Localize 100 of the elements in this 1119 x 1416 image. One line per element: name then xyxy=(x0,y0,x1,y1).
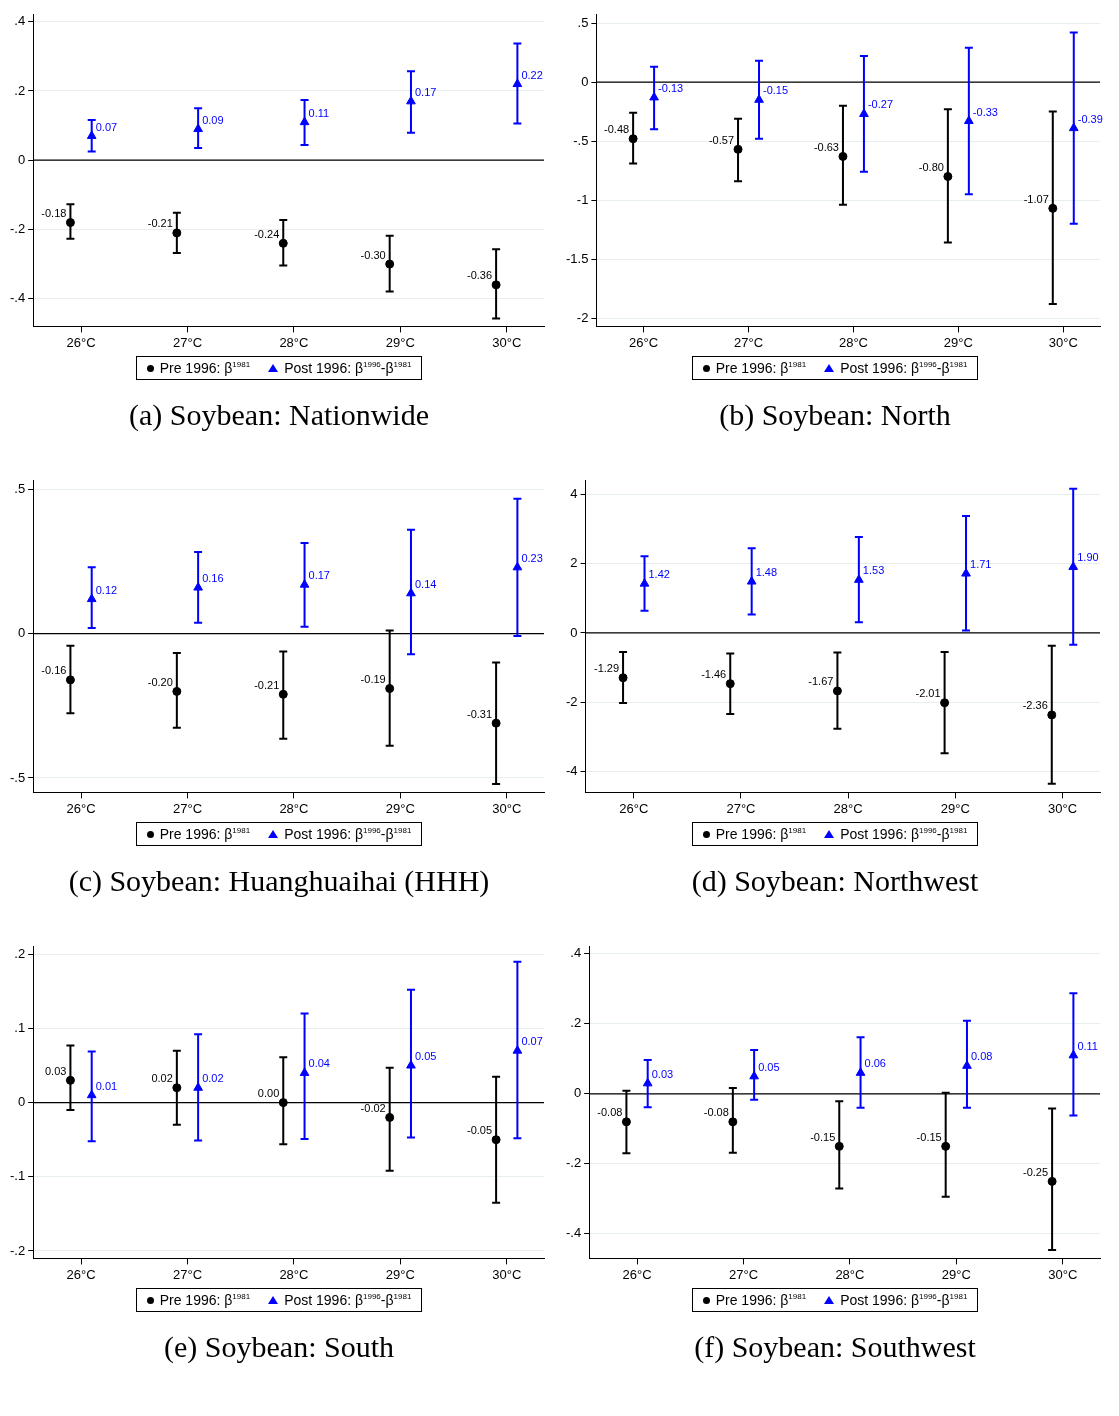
x-tick-label: 26°C xyxy=(66,334,96,350)
y-tick-label: 0 xyxy=(573,1085,581,1101)
data-label: -0.24 xyxy=(253,227,279,240)
data-label: 0.05 xyxy=(757,1060,780,1073)
data-label: -0.36 xyxy=(466,269,492,282)
text: (d) Soybean: Northwest xyxy=(691,864,979,898)
y-tick-label: -.5 xyxy=(9,769,25,785)
x-tick-label: 29°C xyxy=(385,334,415,350)
text: (b) Soybean: North xyxy=(719,398,951,432)
x-tick-label: 29°C xyxy=(943,334,973,350)
text: (f) Soybean: Southwest xyxy=(694,1330,976,1364)
y-tick-label: -.2 xyxy=(9,221,25,237)
data-label: -0.80 xyxy=(918,161,944,174)
x-tick-label: 30°C xyxy=(1047,800,1077,816)
data-label: -0.63 xyxy=(813,140,839,153)
x-tick-label: 26°C xyxy=(66,800,96,816)
y-tick-label: .2 xyxy=(569,1015,581,1031)
data-label: -0.48 xyxy=(603,123,629,136)
y-tick-label: 0 xyxy=(580,73,588,89)
data-label: 0.07 xyxy=(95,120,117,133)
data-label: 1.71 xyxy=(969,558,991,571)
x-tick-label: 30°C xyxy=(491,1266,521,1282)
y-tick-label: 2 xyxy=(569,555,578,571)
data-label: 0.08 xyxy=(970,1050,992,1063)
data-label: -0.33 xyxy=(972,105,998,118)
y-tick-label: -.2 xyxy=(565,1155,581,1171)
y-tick-label: .2 xyxy=(13,82,25,98)
data-label: -1.29 xyxy=(593,662,619,675)
data-label: 0.22 xyxy=(520,68,543,81)
x-tick-label: 28°C xyxy=(833,800,863,816)
y-tick-label: .4 xyxy=(13,13,25,29)
data-label: 1.42 xyxy=(648,568,670,581)
x-tick-label: 28°C xyxy=(278,800,308,816)
y-tick-label: -2 xyxy=(565,694,578,710)
y-tick-label: 0 xyxy=(17,151,25,167)
data-label: 0.02 xyxy=(150,1072,173,1085)
data-label: 0.17 xyxy=(414,85,436,98)
data-label: -2.01 xyxy=(915,687,941,700)
legend-label: Pre 1996: β$^{1981}$ xyxy=(715,360,807,376)
y-tick-label: -.1 xyxy=(9,1168,25,1184)
x-tick-label: 27°C xyxy=(172,800,202,816)
x-tick-label: 26°C xyxy=(66,1266,96,1282)
x-tick-label: 27°C xyxy=(172,334,202,350)
data-label: 0.01 xyxy=(95,1079,117,1092)
data-label: 0.03 xyxy=(651,1067,673,1080)
text: (c) Soybean: Huanghuaihai (HHH) xyxy=(68,864,490,898)
y-tick-label: -.4 xyxy=(9,290,25,306)
x-tick-label: 29°C xyxy=(385,800,415,816)
y-tick-label: -.5 xyxy=(572,132,588,148)
x-tick-label: 29°C xyxy=(385,1266,415,1282)
y-tick-label: .1 xyxy=(13,1019,25,1035)
data-label: -0.15 xyxy=(809,1130,835,1143)
text: (a) Soybean: Nationwide xyxy=(129,398,429,432)
x-tick-label: 28°C xyxy=(278,1266,308,1282)
data-label: 0.02 xyxy=(201,1072,224,1085)
data-label: 0.03 xyxy=(44,1064,66,1077)
x-tick-label: 26°C xyxy=(618,800,648,816)
y-tick-label: 0 xyxy=(569,624,578,640)
y-tick-label: .4 xyxy=(569,945,581,961)
data-label: -0.15 xyxy=(762,84,788,97)
data-label: -0.20 xyxy=(147,675,173,688)
data-label: -0.08 xyxy=(703,1106,729,1119)
legend-label: Post 1996: β$^{1996}$-β$^{1981}$ xyxy=(840,360,968,376)
legend-label: Post 1996: β$^{1996}$-β$^{1981}$ xyxy=(840,1292,968,1308)
legend-label: Pre 1996: β$^{1981}$ xyxy=(159,360,251,376)
y-tick-label: -.4 xyxy=(565,1225,581,1241)
x-tick-label: 28°C xyxy=(834,1266,864,1282)
data-label: -1.46 xyxy=(700,668,726,681)
data-label: 0.07 xyxy=(520,1035,543,1048)
x-tick-label: 28°C xyxy=(278,334,308,350)
x-tick-label: 29°C xyxy=(941,1266,971,1282)
data-label: -0.39 xyxy=(1077,112,1103,125)
data-label: -0.21 xyxy=(147,217,173,230)
data-label: -1.67 xyxy=(807,675,833,688)
y-tick-label: 0 xyxy=(17,625,25,641)
data-label: 0.17 xyxy=(308,569,330,582)
data-label: -0.25 xyxy=(1022,1165,1048,1178)
x-tick-label: 27°C xyxy=(728,1266,758,1282)
y-tick-label: .5 xyxy=(577,14,588,30)
data-label: 1.53 xyxy=(862,564,884,577)
legend-label: Post 1996: β$^{1996}$-β$^{1981}$ xyxy=(284,826,412,842)
x-tick-label: 26°C xyxy=(622,1266,652,1282)
data-label: 0.12 xyxy=(95,583,117,596)
y-tick-label: -.2 xyxy=(9,1242,25,1258)
x-tick-label: 30°C xyxy=(491,800,521,816)
x-tick-label: 27°C xyxy=(725,800,755,816)
legend-label: Pre 1996: β$^{1981}$ xyxy=(715,826,807,842)
x-tick-label: 30°C xyxy=(1048,334,1078,350)
legend-label: Post 1996: β$^{1996}$-β$^{1981}$ xyxy=(284,1292,412,1308)
x-tick-label: 29°C xyxy=(940,800,970,816)
legend-label: Pre 1996: β$^{1981}$ xyxy=(159,826,251,842)
data-label: 0.11 xyxy=(1076,1039,1098,1052)
data-label: 1.48 xyxy=(755,566,777,579)
x-tick-label: 26°C xyxy=(628,334,658,350)
data-label: -0.05 xyxy=(466,1124,492,1137)
data-label: 0.14 xyxy=(414,577,436,590)
data-label: -1.07 xyxy=(1023,192,1049,205)
data-label: 0.05 xyxy=(414,1050,436,1063)
legend-label: Pre 1996: β$^{1981}$ xyxy=(159,1292,251,1308)
data-label: 0.11 xyxy=(308,106,329,119)
